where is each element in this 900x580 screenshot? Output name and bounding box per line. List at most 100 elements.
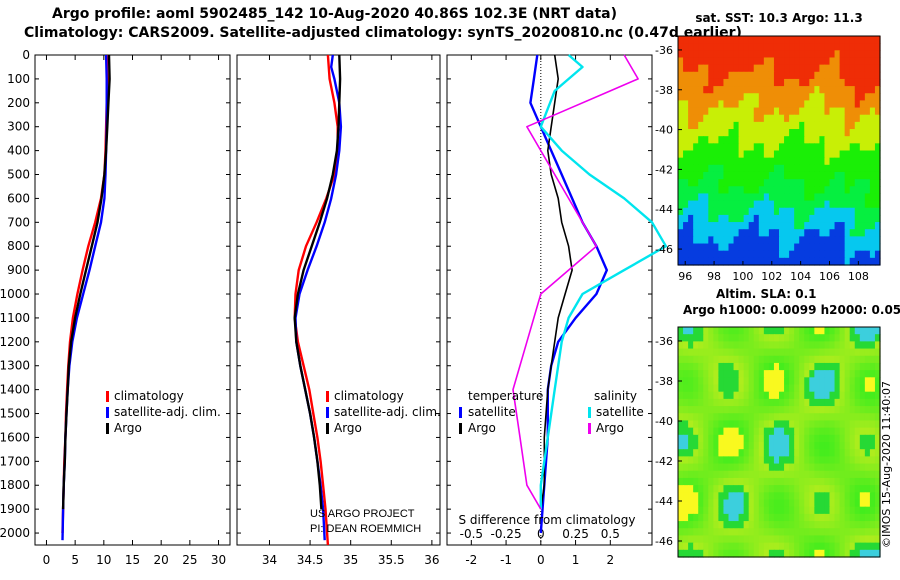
sst-map-cell	[849, 193, 856, 202]
sla-map-cell	[723, 391, 730, 400]
sla-map-cell	[874, 521, 881, 529]
sst-map-cell	[723, 86, 730, 94]
sst-map-cell	[688, 179, 694, 187]
sla-map-cell	[839, 521, 846, 529]
sla-map-cell	[839, 449, 846, 457]
sla-map-cell	[763, 391, 770, 400]
sst-map-cell	[834, 100, 841, 109]
sla-map-cell	[683, 442, 689, 450]
sla-map-cell	[829, 391, 836, 400]
sla-map-cell	[829, 377, 836, 386]
sst-map-cell	[733, 171, 740, 180]
sst-map-cell	[733, 100, 740, 109]
sla-map-cell	[814, 377, 820, 386]
sst-map-cell	[708, 129, 714, 137]
legend-title-salinity: salinity	[594, 389, 637, 403]
sst-map-cell	[728, 207, 735, 216]
sst-map-cell	[834, 129, 841, 137]
sst-map-cell	[723, 129, 730, 137]
sst-map-cell	[743, 171, 750, 180]
sla-map-cell	[789, 348, 795, 357]
sst-map-cell	[768, 236, 775, 245]
sla-map-cell	[698, 499, 704, 508]
sst-map-cell	[854, 164, 861, 173]
sst-map-cell	[713, 57, 719, 66]
sla-map-cell	[814, 549, 820, 558]
x-tick-label: 15	[125, 553, 140, 567]
sla-map-cell	[819, 485, 826, 493]
sla-map-cell	[703, 492, 709, 501]
sst-map-cell	[829, 78, 836, 87]
depth-tick-label: 1000	[0, 287, 30, 301]
sla-map-cell	[773, 528, 780, 537]
sst-map-cell	[834, 186, 841, 195]
sla-map-cell	[683, 370, 689, 378]
sst-map-cell	[824, 100, 831, 109]
sla-map-cell	[834, 377, 841, 386]
sst-map-cell	[713, 43, 719, 51]
sst-map-cell	[869, 64, 876, 73]
sla-map-cell	[743, 370, 750, 378]
sla-map-cell	[859, 384, 866, 393]
sst-map-cell	[683, 179, 689, 187]
sla-map-cell	[854, 499, 861, 508]
sst-map-cell	[854, 93, 861, 102]
sla-map-cell	[758, 427, 765, 436]
sst-map-cell	[829, 222, 836, 230]
sla-map-cell	[698, 434, 704, 443]
sst-map-cell	[814, 129, 820, 137]
sst-map-cell	[693, 236, 699, 245]
sst-map-cell	[784, 150, 790, 159]
sla-map-cell	[804, 456, 810, 465]
sst-map-cell	[829, 86, 836, 94]
sla-map-cell	[758, 334, 765, 342]
sla-map-cell	[728, 391, 735, 400]
legend-swatch	[326, 423, 329, 434]
sst-map-cell	[819, 93, 826, 102]
sst-map-cell	[859, 150, 866, 159]
sst-map-cell	[849, 57, 856, 66]
sla-map-cell	[869, 463, 876, 472]
sla-map-cell	[723, 549, 730, 558]
map-lat-label: -46	[655, 243, 673, 256]
sla-map-cell	[784, 384, 790, 393]
sst-map-cell	[809, 257, 815, 266]
sla-map-cell	[849, 377, 856, 386]
sla-map-cell	[713, 521, 719, 529]
sla-map-cell	[753, 384, 760, 393]
sst-map-cell	[688, 250, 694, 259]
sla-map-cell	[738, 542, 745, 551]
sla-map-cell	[753, 391, 760, 400]
sla-map-cell	[773, 327, 780, 335]
sla-map-cell	[708, 535, 714, 544]
sla-map-cell	[814, 327, 820, 335]
sla-map-cell	[854, 535, 861, 544]
sst-map-cell	[789, 171, 795, 180]
sst-map-cell	[864, 50, 871, 59]
sla-map-cell	[874, 413, 881, 422]
sst-map-cell	[869, 257, 876, 266]
sst-map-cell	[738, 71, 745, 80]
sla-map-cell	[763, 398, 770, 407]
sla-map-cell	[748, 327, 755, 335]
sst-map-cell	[839, 229, 846, 237]
sla-map-cell	[814, 499, 820, 508]
sst-map-cell	[678, 157, 684, 166]
sla-map-cell	[738, 355, 745, 364]
sst-map-cell	[743, 86, 750, 94]
sst-map-cell	[738, 143, 745, 152]
sst-map-cell	[773, 157, 780, 166]
sla-map-cell	[758, 528, 765, 537]
sst-map-cell	[869, 136, 876, 144]
sst-map-cell	[789, 114, 795, 123]
sst-map-cell	[688, 100, 694, 109]
sla-map-cell	[708, 449, 714, 457]
sla-map-cell	[854, 456, 861, 465]
sst-map-cell	[844, 164, 851, 173]
sla-map-cell	[804, 442, 810, 450]
sla-map-cell	[834, 413, 841, 422]
sst-map-cell	[809, 114, 815, 123]
sst-map-cell	[844, 71, 851, 80]
sst-map-cell	[844, 186, 851, 195]
sst-map-cell	[743, 107, 750, 116]
